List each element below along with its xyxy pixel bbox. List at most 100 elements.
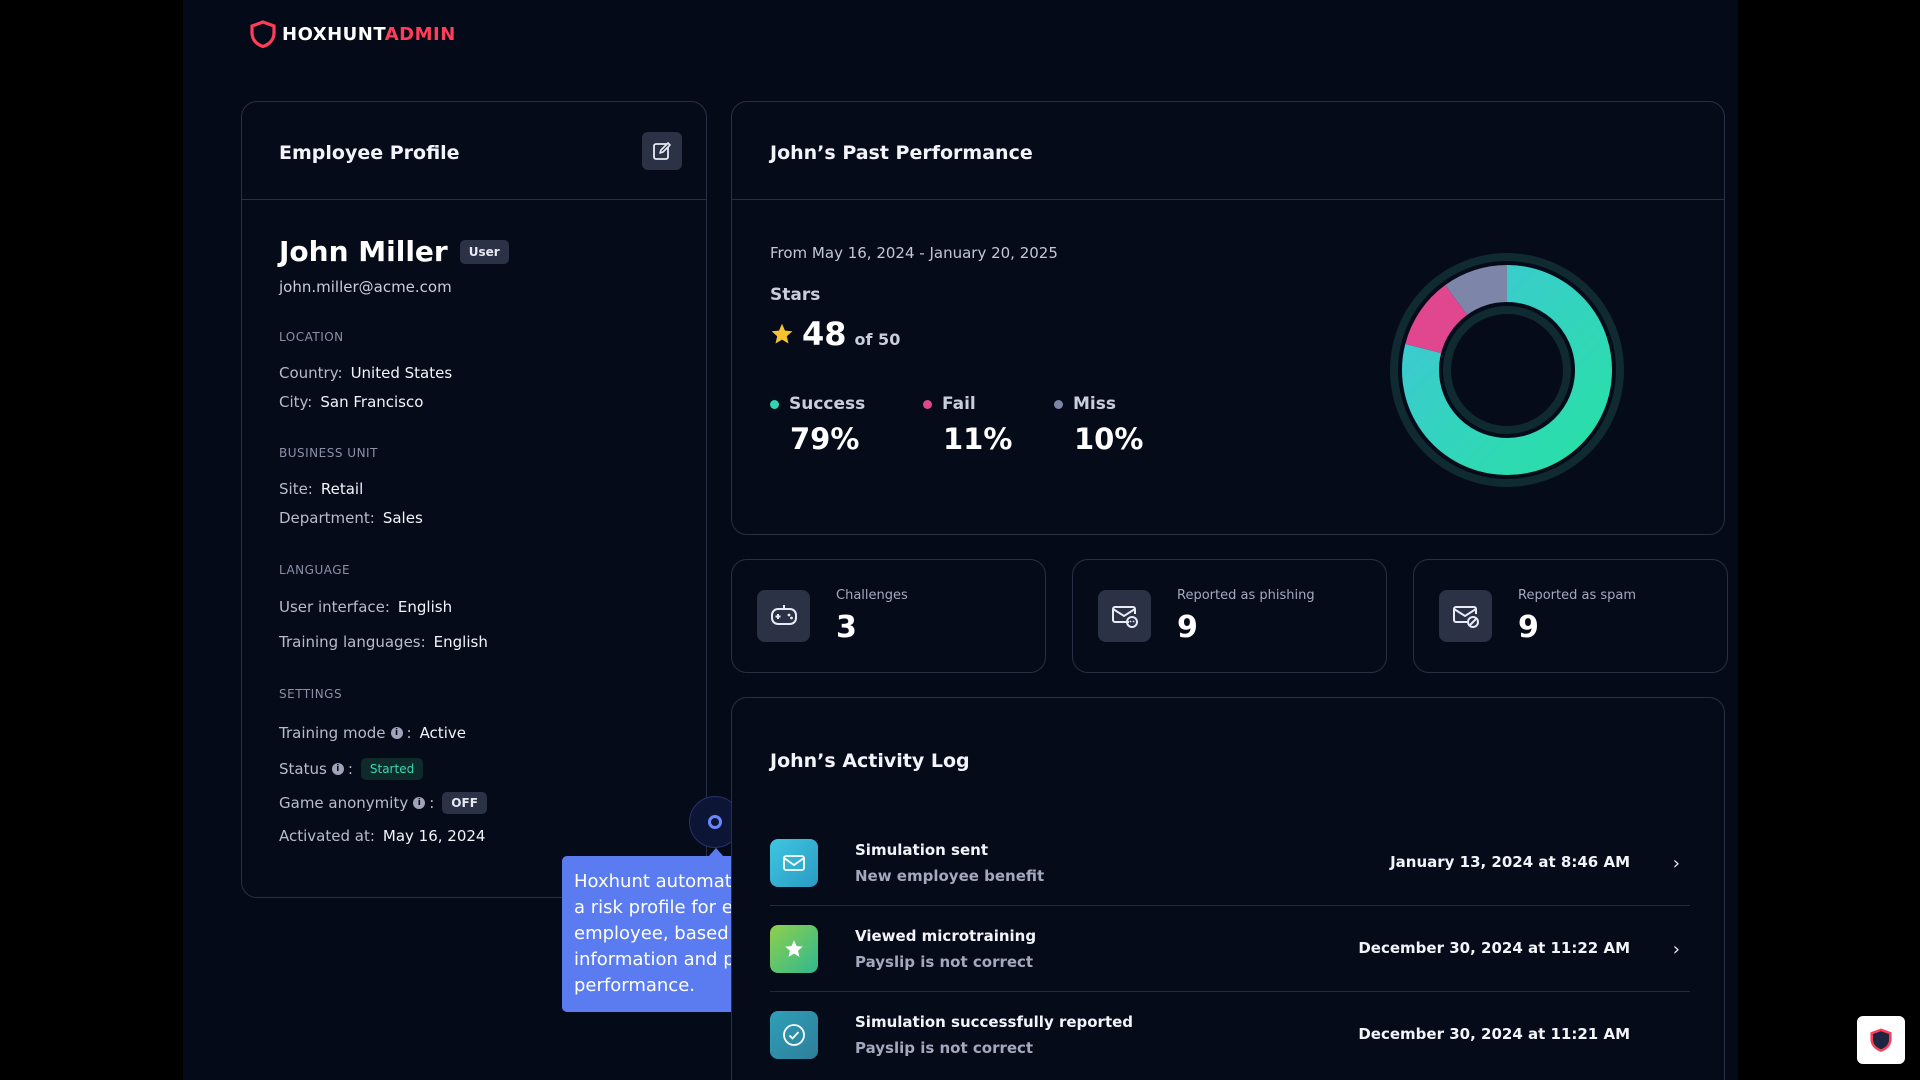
activity-subtitle: Payslip is not correct: [855, 1039, 1034, 1057]
activity-date: December 30, 2024 at 11:22 AM: [1358, 939, 1630, 957]
game-anonymity-row: Game anonymity i: OFF: [279, 792, 487, 814]
activity-title: Simulation sent: [855, 841, 988, 859]
status-row: Status i: Started: [279, 758, 424, 780]
training-languages-label: Training languages:: [279, 633, 426, 651]
mail-phishing-icon: [1098, 590, 1151, 642]
ui-language-label: User interface:: [279, 598, 390, 616]
donut-segment-miss: [1445, 265, 1508, 316]
site-label: Site:: [279, 480, 313, 498]
language-section-label: LANGUAGE: [279, 563, 351, 577]
hoxhunt-launcher-button[interactable]: [1857, 1016, 1905, 1064]
success-dot-icon: [770, 399, 779, 409]
challenges-card[interactable]: Challenges 3: [731, 559, 1046, 673]
legend-fail-label: Fail: [942, 394, 976, 414]
settings-section-label: SETTINGS: [279, 687, 343, 701]
stars-value: 48: [802, 315, 847, 353]
reported-spam-value: 9: [1518, 610, 1539, 645]
location-section-label: LOCATION: [279, 330, 344, 344]
edit-icon: [653, 142, 671, 160]
activated-row: Activated at: May 16, 2024: [279, 827, 485, 845]
donut-outer-track: [1390, 253, 1624, 487]
status-badge: Started: [360, 758, 424, 780]
donut-segment-fail: [1405, 285, 1468, 354]
activity-date: December 30, 2024 at 11:21 AM: [1358, 1025, 1630, 1043]
hotspot-ring-icon: [708, 815, 722, 829]
activity-title: Viewed microtraining: [855, 927, 1037, 945]
training-mode-row: Training mode i: Active: [279, 724, 466, 742]
legend-success-label: Success: [789, 394, 866, 414]
stars-score: 48 of 50: [770, 315, 900, 353]
miss-dot-icon: [1054, 399, 1063, 409]
activity-log-card: John’s Activity Log Simulation sent New …: [731, 697, 1725, 1080]
check-icon: [770, 1011, 818, 1059]
legend-miss-label: Miss: [1073, 394, 1116, 414]
department-row: Department: Sales: [279, 509, 423, 527]
reported-spam-label: Reported as spam: [1518, 588, 1637, 603]
chevron-right-icon[interactable]: ›: [1672, 853, 1680, 874]
app-window: HOXHUNTADMIN Employee Profile John Mille…: [183, 0, 1905, 1080]
gamepad-icon: [757, 590, 810, 642]
info-icon[interactable]: i: [331, 763, 344, 775]
brand-suffix: ADMIN: [384, 23, 456, 45]
star-icon: [771, 323, 793, 344]
city-label: City:: [279, 393, 313, 411]
activity-subtitle: Payslip is not correct: [855, 953, 1034, 971]
legend-miss: Miss 10%: [1054, 394, 1143, 456]
role-badge: User: [459, 239, 509, 264]
shield-logo-icon: [250, 20, 276, 48]
reported-phishing-label: Reported as phishing: [1177, 588, 1315, 603]
activity-row[interactable]: Simulation successfully reported Payslip…: [770, 992, 1690, 1078]
status-label: Status: [279, 760, 327, 778]
reported-phishing-card[interactable]: Reported as phishing 9: [1072, 559, 1387, 673]
reported-spam-card[interactable]: Reported as spam 9: [1413, 559, 1728, 673]
country-row: Country: United States: [279, 364, 452, 382]
info-icon[interactable]: i: [413, 797, 426, 809]
department-value: Sales: [382, 509, 423, 527]
performance-card: John’s Past Performance From May 16, 202…: [731, 101, 1725, 535]
legend-success-value: 79%: [790, 422, 860, 456]
department-label: Department:: [279, 509, 375, 527]
country-value: United States: [350, 364, 453, 382]
chevron-right-icon[interactable]: ›: [1672, 939, 1680, 960]
mail-icon: [770, 839, 818, 887]
mail-spam-icon: [1439, 590, 1492, 642]
ui-language-value: English: [397, 598, 453, 616]
country-label: Country:: [279, 364, 343, 382]
game-anonymity-badge[interactable]: OFF: [442, 792, 487, 814]
brand-logo[interactable]: HOXHUNTADMIN: [250, 20, 456, 48]
challenges-value: 3: [836, 610, 857, 645]
city-value: San Francisco: [320, 393, 424, 411]
ui-language-row: User interface: English: [279, 598, 452, 616]
business-unit-section-label: BUSINESS UNIT: [279, 446, 378, 460]
legend-fail-value: 11%: [943, 422, 1013, 456]
stars-label: Stars: [770, 285, 821, 305]
stars-total: of 50: [854, 330, 901, 349]
fail-dot-icon: [923, 399, 932, 409]
edit-profile-button[interactable]: [642, 132, 682, 170]
training-mode-value: Active: [419, 724, 466, 742]
profile-title: Employee Profile: [279, 142, 460, 164]
site-row: Site: Retail: [279, 480, 363, 498]
activated-value: May 16, 2024: [382, 827, 486, 845]
profile-divider: [242, 199, 706, 200]
brand-name: HOXHUNT: [282, 23, 385, 45]
legend-miss-value: 10%: [1074, 422, 1144, 456]
activity-row[interactable]: Viewed microtraining Payslip is not corr…: [770, 906, 1690, 992]
reported-phishing-value: 9: [1177, 610, 1198, 645]
activity-title: Simulation successfully reported: [855, 1013, 1134, 1031]
employee-profile-card: Employee Profile John Miller User john.m…: [241, 101, 707, 898]
legend-success: Success 79%: [770, 394, 865, 456]
city-row: City: San Francisco: [279, 393, 423, 411]
training-languages-value: English: [433, 633, 488, 651]
donut-segment-success: [1402, 265, 1612, 475]
activity-row[interactable]: Simulation sent New employee benefit Jan…: [770, 820, 1690, 906]
activated-label: Activated at:: [279, 827, 375, 845]
training-languages-row: Training languages: English: [279, 633, 488, 651]
info-icon[interactable]: i: [390, 727, 403, 739]
tooltip-arrow: [708, 848, 724, 857]
site-value: Retail: [320, 480, 364, 498]
activity-date: January 13, 2024 at 8:46 AM: [1390, 853, 1630, 871]
donut-inner-track: [1443, 306, 1571, 434]
legend-fail: Fail 11%: [923, 394, 1012, 456]
training-mode-label: Training mode: [279, 724, 386, 742]
